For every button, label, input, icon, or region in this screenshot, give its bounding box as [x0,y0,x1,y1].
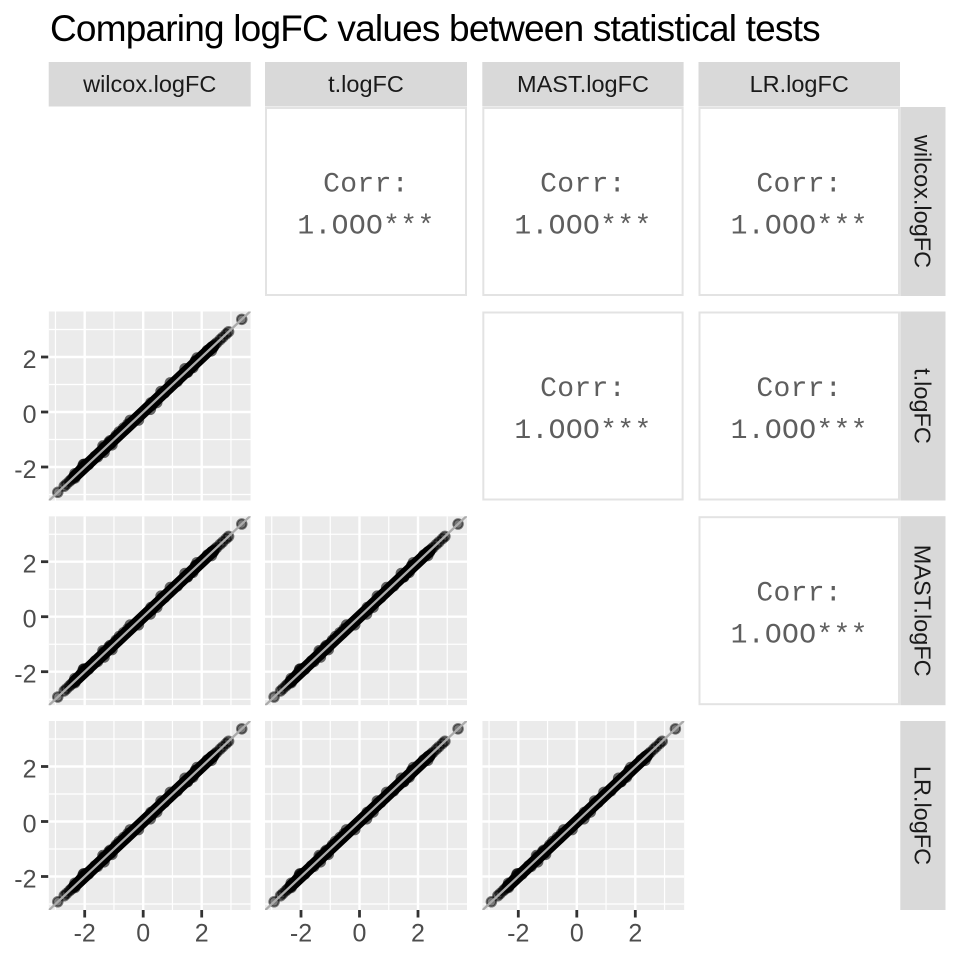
svg-text:2: 2 [23,346,37,374]
svg-text:t.logFC: t.logFC [910,368,936,444]
svg-text:-2: -2 [507,920,529,948]
svg-text:0: 0 [353,920,367,948]
svg-text:1.OOO***: 1.OOO*** [297,212,434,243]
svg-text:t.logFC: t.logFC [328,71,404,97]
svg-text:-2: -2 [14,456,36,484]
svg-text:MAST.logFC: MAST.logFC [910,545,936,677]
svg-text:Corr:: Corr: [756,169,842,200]
svg-text:1.OOO***: 1.OOO*** [731,212,868,243]
svg-text:Corr:: Corr: [540,169,626,200]
svg-text:2: 2 [195,920,209,948]
svg-text:Corr:: Corr: [540,374,626,405]
svg-text:2: 2 [411,920,425,948]
svg-text:LR.logFC: LR.logFC [750,71,849,97]
svg-text:Corr:: Corr: [756,374,842,405]
svg-text:0: 0 [23,810,37,838]
svg-text:-2: -2 [14,865,36,893]
svg-text:Comparing logFC values between: Comparing logFC values between statistic… [50,8,820,49]
svg-text:2: 2 [23,551,37,579]
svg-text:1.OOO***: 1.OOO*** [731,416,868,447]
svg-text:wilcox.logFC: wilcox.logFC [82,71,216,97]
svg-text:0: 0 [136,920,150,948]
svg-text:1.OOO***: 1.OOO*** [514,212,651,243]
svg-text:-2: -2 [14,661,36,689]
svg-text:0: 0 [23,401,37,429]
svg-text:-2: -2 [74,920,96,948]
svg-text:Corr:: Corr: [756,579,842,610]
svg-text:LR.logFC: LR.logFC [910,766,936,865]
svg-text:0: 0 [23,606,37,634]
svg-text:Corr:: Corr: [323,169,409,200]
svg-text:1.OOO***: 1.OOO*** [514,416,651,447]
svg-text:wilcox.logFC: wilcox.logFC [910,134,936,268]
svg-text:2: 2 [23,755,37,783]
svg-text:-2: -2 [290,920,312,948]
svg-text:2: 2 [628,920,642,948]
svg-text:MAST.logFC: MAST.logFC [517,71,649,97]
svg-text:1.OOO***: 1.OOO*** [731,621,868,652]
svg-text:0: 0 [570,920,584,948]
